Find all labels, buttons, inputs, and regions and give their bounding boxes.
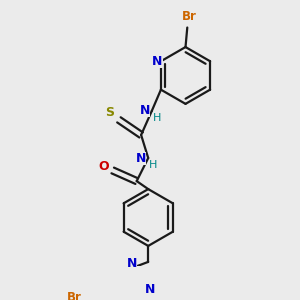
Text: N: N xyxy=(127,257,137,270)
Text: N: N xyxy=(152,55,163,68)
Text: N: N xyxy=(140,104,150,118)
Text: Br: Br xyxy=(67,291,82,300)
Text: O: O xyxy=(98,160,109,172)
Text: H: H xyxy=(149,160,158,170)
Text: Br: Br xyxy=(182,11,196,23)
Text: N: N xyxy=(145,283,155,296)
Text: H: H xyxy=(153,113,161,123)
Text: N: N xyxy=(136,152,146,164)
Text: S: S xyxy=(106,106,115,119)
